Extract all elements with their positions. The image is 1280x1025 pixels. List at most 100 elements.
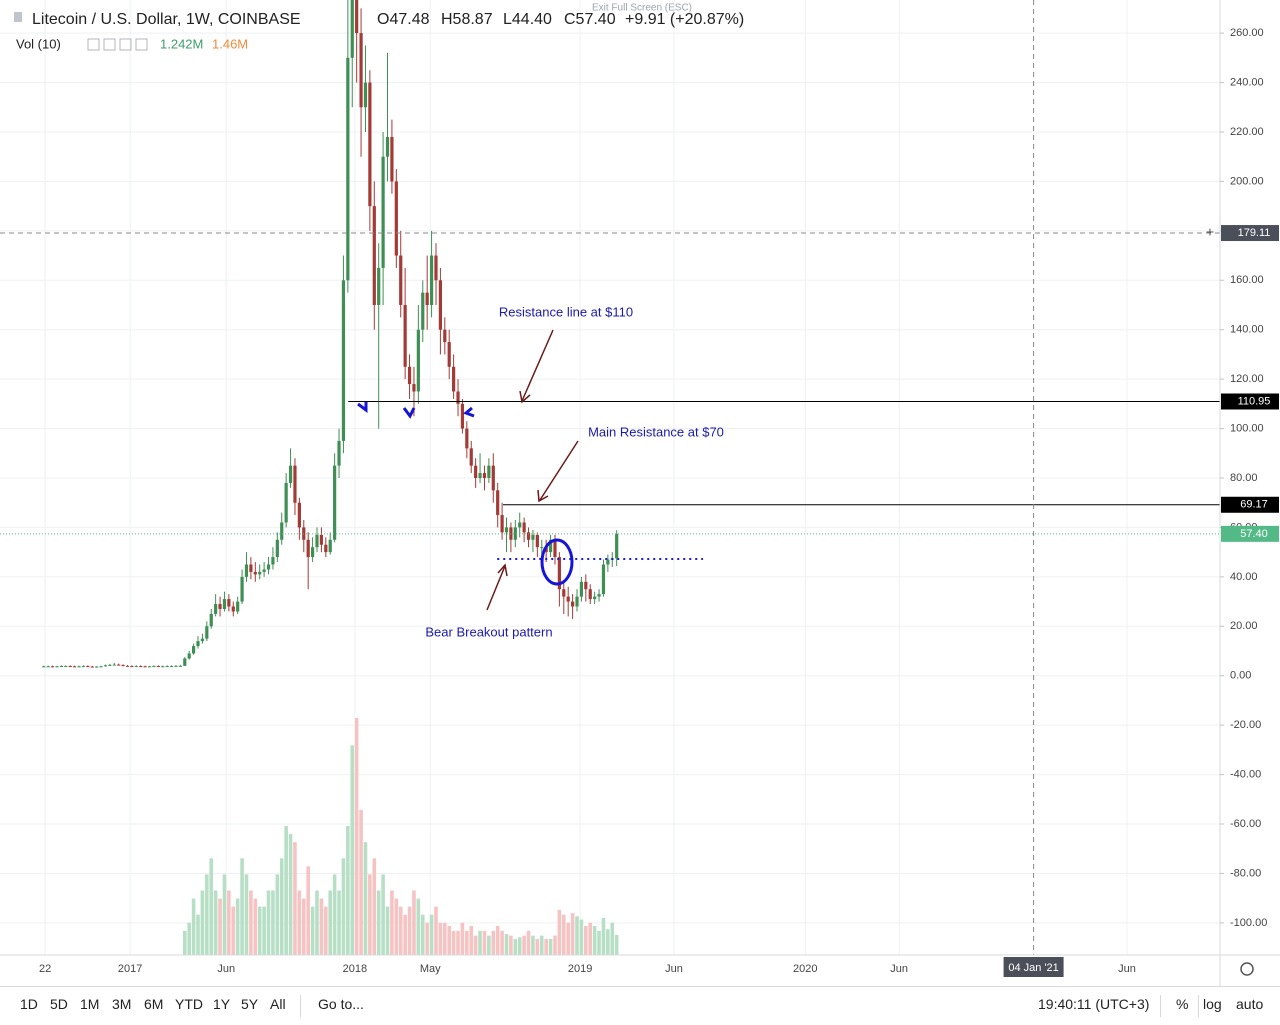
crosshair-y-label-box bbox=[1221, 225, 1279, 242]
range-button[interactable]: 1M bbox=[80, 996, 100, 1012]
annotation: Bear Breakout pattern bbox=[425, 624, 552, 639]
candle-body bbox=[244, 564, 249, 577]
candle-body bbox=[429, 255, 434, 305]
study-button[interactable] bbox=[135, 38, 148, 51]
candle-body bbox=[288, 465, 293, 483]
volume-bar bbox=[561, 914, 566, 955]
exit-fullscreen[interactable]: Exit Full Screen (ESC) bbox=[592, 3, 692, 14]
y-tick-label: 260.00 bbox=[1230, 27, 1264, 39]
candle-body bbox=[394, 181, 398, 256]
annotation: Resistance line at $110 bbox=[499, 304, 633, 319]
volume-title[interactable]: Vol (10) bbox=[16, 36, 61, 51]
range-button[interactable]: 1D bbox=[20, 996, 38, 1012]
volume-bar bbox=[566, 922, 570, 955]
range-button[interactable]: YTD bbox=[175, 996, 203, 1012]
candle-body bbox=[152, 666, 156, 668]
volume-bar bbox=[293, 842, 297, 955]
candle-body bbox=[275, 539, 279, 558]
volume-bar bbox=[359, 809, 363, 955]
volume-bar bbox=[482, 930, 487, 955]
candle-body bbox=[390, 136, 394, 182]
volume-bar bbox=[341, 858, 346, 955]
candle-body bbox=[192, 646, 196, 654]
x-tick-label: Jun bbox=[217, 963, 235, 975]
goto-button[interactable]: Go to... bbox=[318, 996, 364, 1012]
range-button[interactable]: 5D bbox=[50, 996, 68, 1012]
candle-body bbox=[143, 666, 147, 668]
volume-bar bbox=[363, 842, 368, 955]
ohlc-close: C57.40 bbox=[564, 11, 616, 28]
study-button[interactable] bbox=[87, 38, 100, 51]
volume-bar bbox=[205, 874, 209, 955]
volume-bar bbox=[522, 935, 526, 955]
crosshair-y-label: 179.11 bbox=[1238, 227, 1271, 239]
volume-bar bbox=[460, 922, 465, 955]
volume-bar bbox=[535, 938, 540, 955]
volume-bar bbox=[438, 922, 443, 955]
last-price-label-box bbox=[1221, 525, 1279, 542]
volume-bar bbox=[478, 930, 482, 955]
scale-option[interactable]: log bbox=[1203, 996, 1222, 1012]
candle-body bbox=[77, 666, 81, 668]
volume-value: 1.242M bbox=[160, 36, 203, 51]
volume-bar bbox=[434, 906, 438, 955]
candle-body bbox=[562, 589, 566, 597]
y-tick-label: 20.00 bbox=[1230, 620, 1258, 632]
candle-body bbox=[593, 596, 597, 600]
volume-bar bbox=[301, 898, 306, 955]
y-tick-label: -60.00 bbox=[1230, 818, 1261, 830]
candle-body bbox=[434, 255, 438, 281]
highlight-ellipse bbox=[540, 538, 574, 586]
price-line-label-box bbox=[1221, 496, 1279, 513]
clock[interactable]: 19:40:11 (UTC+3) bbox=[1038, 996, 1150, 1012]
volume-bar bbox=[376, 890, 381, 955]
volume-bar bbox=[447, 925, 452, 955]
y-tick-label: -20.00 bbox=[1230, 719, 1261, 731]
candle-body bbox=[205, 626, 209, 639]
candle-body bbox=[368, 82, 372, 207]
y-tick-label: 220.00 bbox=[1230, 126, 1264, 138]
volume-bar bbox=[372, 858, 377, 955]
volume-bar bbox=[584, 925, 588, 955]
y-tick-label: -40.00 bbox=[1230, 768, 1261, 780]
study-button[interactable] bbox=[119, 38, 132, 51]
candle-body bbox=[333, 465, 337, 540]
x-tick-label: May bbox=[420, 963, 441, 975]
range-button[interactable]: 6M bbox=[144, 996, 164, 1012]
candle-body bbox=[452, 366, 456, 392]
scale-option[interactable]: auto bbox=[1236, 996, 1264, 1012]
candle-body bbox=[81, 666, 86, 668]
volume-bar bbox=[253, 898, 258, 955]
range-button[interactable]: 1Y bbox=[213, 996, 231, 1012]
candle-body bbox=[425, 292, 429, 305]
annotation-arrows bbox=[486, 329, 579, 611]
volume-bar bbox=[407, 906, 412, 955]
arrow bbox=[402, 407, 416, 419]
candle-body bbox=[117, 664, 121, 666]
arrow bbox=[463, 406, 475, 418]
candle-body bbox=[227, 599, 231, 607]
candle-body bbox=[214, 604, 218, 614]
candle-body bbox=[121, 665, 125, 667]
candle-body bbox=[64, 666, 68, 668]
volume-bar bbox=[517, 937, 522, 955]
scale-option[interactable]: % bbox=[1176, 996, 1189, 1012]
volume-bar bbox=[191, 898, 196, 955]
y-tick-label: 120.00 bbox=[1230, 373, 1264, 385]
candle-body bbox=[355, 0, 359, 34]
study-button[interactable] bbox=[103, 38, 116, 51]
range-button[interactable]: All bbox=[270, 996, 286, 1012]
candle-body bbox=[324, 544, 328, 553]
settings-icon[interactable] bbox=[1240, 962, 1254, 976]
candle-body bbox=[548, 539, 553, 553]
volume-bar bbox=[332, 874, 337, 955]
symbol-title[interactable]: Litecoin / U.S. Dollar, 1W, COINBASE bbox=[32, 11, 301, 28]
candle-body bbox=[465, 428, 469, 449]
candle-body bbox=[496, 490, 500, 516]
range-button[interactable]: 5Y bbox=[241, 996, 259, 1012]
range-button[interactable]: 3M bbox=[112, 996, 132, 1012]
candle-body bbox=[526, 532, 531, 540]
candle-body bbox=[588, 589, 592, 600]
volume-bar bbox=[288, 834, 293, 955]
